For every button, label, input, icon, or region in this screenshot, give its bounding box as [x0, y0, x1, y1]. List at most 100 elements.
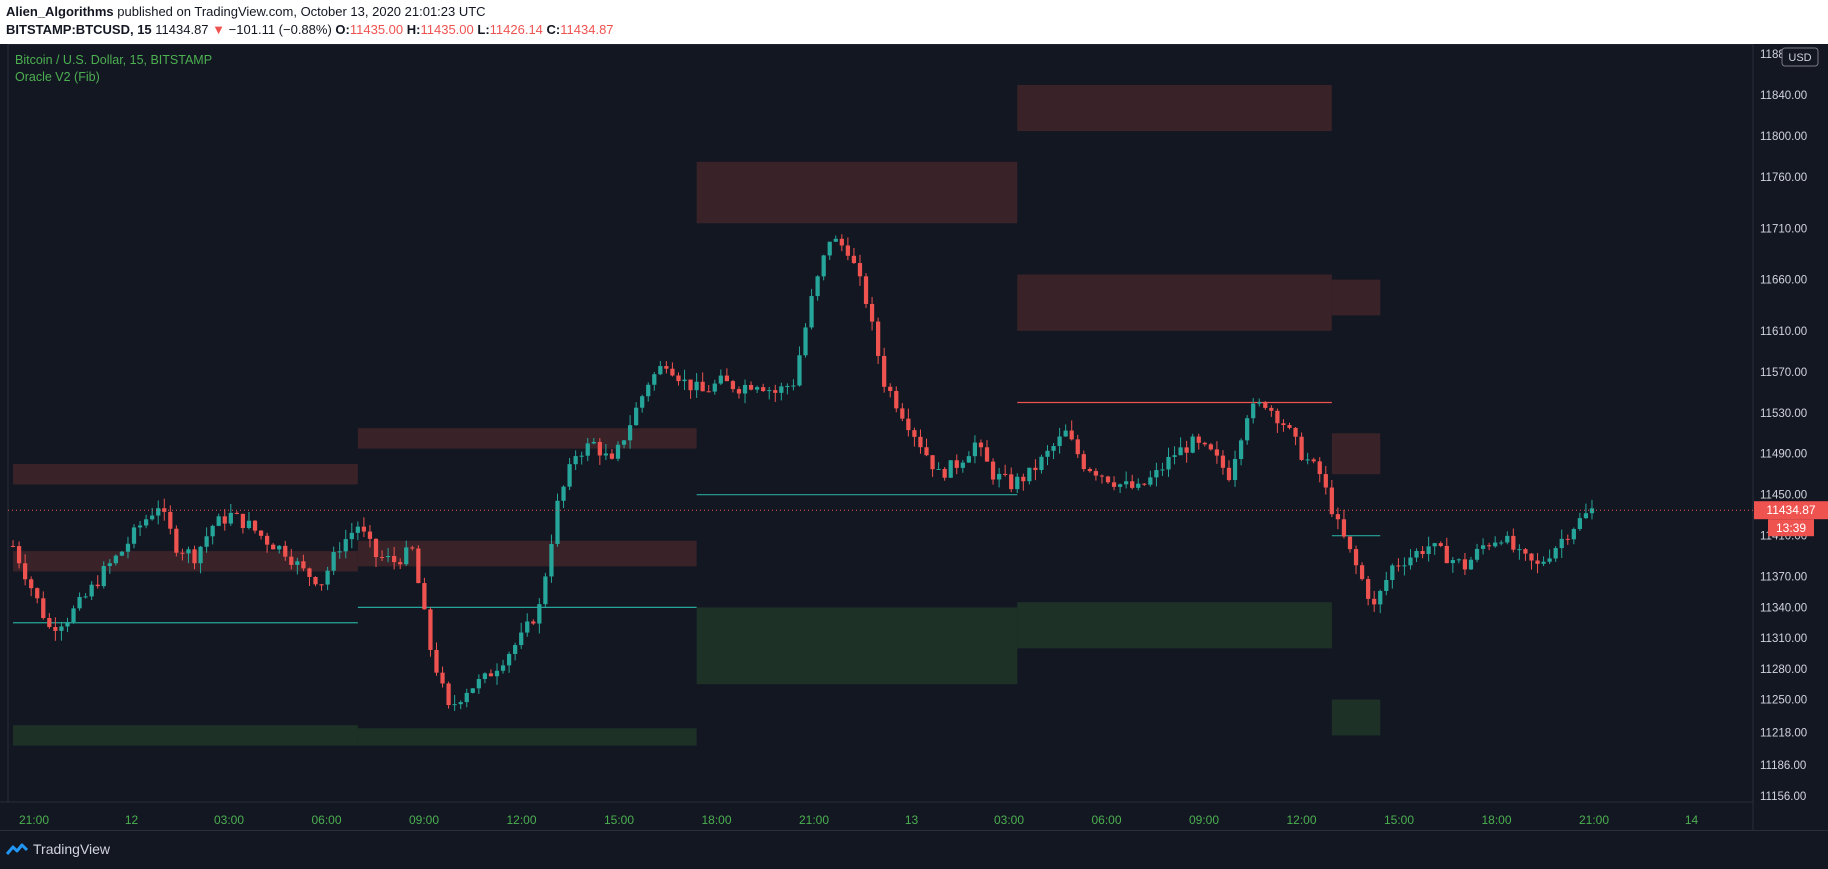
last-price-tag[interactable] — [1754, 501, 1828, 520]
candle-body[interactable] — [1021, 476, 1026, 482]
candle-body[interactable] — [1124, 481, 1129, 485]
candle-body[interactable] — [228, 512, 233, 524]
candle-body[interactable] — [180, 552, 185, 554]
candle-body[interactable] — [16, 546, 22, 564]
candle-body[interactable] — [1305, 459, 1310, 461]
candle-body[interactable] — [682, 379, 687, 382]
candle-body[interactable] — [271, 544, 276, 550]
candle-body[interactable] — [458, 702, 463, 705]
candle-body[interactable] — [791, 385, 796, 387]
candle-body[interactable] — [1517, 549, 1522, 551]
currency-badge[interactable] — [1781, 47, 1819, 67]
candle-body[interactable] — [277, 545, 282, 550]
candle-body[interactable] — [89, 584, 94, 597]
candle-body[interactable] — [1202, 442, 1207, 445]
candle-body[interactable] — [930, 455, 935, 470]
candle-body[interactable] — [525, 621, 530, 633]
candle-body[interactable] — [664, 366, 669, 369]
candle-body[interactable] — [1432, 543, 1437, 547]
candle-body[interactable] — [918, 436, 923, 448]
candle-body[interactable] — [1130, 481, 1135, 488]
candle-body[interactable] — [1505, 535, 1510, 543]
candle-body[interactable] — [1396, 565, 1401, 567]
candle-body[interactable] — [1547, 558, 1552, 562]
candle-body[interactable] — [718, 375, 723, 384]
candle-body[interactable] — [561, 486, 566, 501]
candle-body[interactable] — [839, 238, 844, 246]
candle-body[interactable] — [1565, 538, 1570, 540]
candle-body[interactable] — [996, 473, 1002, 480]
candle-body[interactable] — [355, 526, 360, 533]
candle-body[interactable] — [942, 468, 947, 478]
candle-body[interactable] — [1093, 471, 1099, 476]
series-title[interactable]: Bitcoin / U.S. Dollar, 15, BITSTAMP — [15, 53, 213, 67]
candle-body[interactable] — [216, 516, 221, 526]
candle-body[interactable] — [264, 535, 270, 545]
candle-body[interactable] — [1184, 447, 1189, 453]
candle-body[interactable] — [1275, 410, 1280, 424]
candle-body[interactable] — [603, 453, 609, 456]
candle-body[interactable] — [1287, 425, 1292, 428]
candle-body[interactable] — [1105, 476, 1111, 483]
candle-body[interactable] — [658, 366, 663, 375]
candle-body[interactable] — [1366, 579, 1371, 599]
candle-body[interactable] — [585, 443, 590, 456]
candle-body[interactable] — [900, 408, 905, 419]
candle-body[interactable] — [676, 375, 681, 382]
candle-body[interactable] — [646, 384, 651, 397]
candle-body[interactable] — [876, 321, 881, 356]
candle-body[interactable] — [470, 688, 475, 693]
candle-body[interactable] — [670, 368, 675, 376]
candle-body[interactable] — [295, 561, 300, 565]
candle-body[interactable] — [773, 390, 778, 393]
candle-body[interactable] — [1535, 560, 1540, 564]
candle-body[interactable] — [1263, 402, 1268, 408]
candle-body[interactable] — [1583, 513, 1589, 519]
candle-body[interactable] — [1166, 456, 1171, 470]
candle-body[interactable] — [337, 551, 342, 553]
candle-body[interactable] — [422, 583, 427, 610]
candle-body[interactable] — [1384, 579, 1389, 591]
candle-body[interactable] — [1317, 461, 1322, 475]
candle-body[interactable] — [343, 539, 348, 552]
candle-body[interactable] — [1511, 535, 1516, 550]
candle-body[interactable] — [1571, 529, 1576, 540]
candle-body[interactable] — [1311, 459, 1316, 462]
candle-body[interactable] — [627, 425, 633, 441]
candle-body[interactable] — [1142, 483, 1147, 485]
candle-body[interactable] — [555, 500, 560, 544]
candle-body[interactable] — [767, 390, 772, 392]
candle-body[interactable] — [1414, 550, 1419, 558]
candle-body[interactable] — [1057, 436, 1062, 447]
candle-body[interactable] — [367, 531, 373, 539]
candle-body[interactable] — [252, 520, 258, 531]
candle-body[interactable] — [506, 653, 512, 666]
candle-body[interactable] — [416, 548, 421, 584]
candle-body[interactable] — [392, 555, 397, 563]
candle-body[interactable] — [724, 375, 729, 382]
candle-body[interactable] — [1063, 430, 1068, 437]
candle-body[interactable] — [640, 396, 645, 408]
candle-body[interactable] — [990, 461, 996, 480]
candle-body[interactable] — [1190, 436, 1195, 453]
candle-body[interactable] — [107, 563, 112, 567]
candle-body[interactable] — [398, 562, 403, 565]
candle-body[interactable] — [634, 407, 639, 426]
candle-body[interactable] — [156, 508, 161, 516]
candle-body[interactable] — [1069, 430, 1074, 440]
candle-body[interactable] — [349, 532, 354, 540]
candle-body[interactable] — [948, 460, 953, 478]
candle-body[interactable] — [53, 626, 58, 631]
candle-body[interactable] — [95, 584, 100, 587]
candle-body[interactable] — [131, 527, 137, 544]
candle-body[interactable] — [609, 453, 615, 459]
candle-body[interactable] — [361, 526, 367, 532]
candle-body[interactable] — [978, 442, 984, 448]
candle-body[interactable] — [1493, 542, 1498, 547]
candle-body[interactable] — [1420, 550, 1425, 555]
candle-body[interactable] — [452, 704, 457, 706]
candle-body[interactable] — [706, 391, 711, 393]
candle-body[interactable] — [984, 447, 990, 462]
candle-body[interactable] — [210, 525, 215, 537]
candle-body[interactable] — [1487, 545, 1492, 547]
